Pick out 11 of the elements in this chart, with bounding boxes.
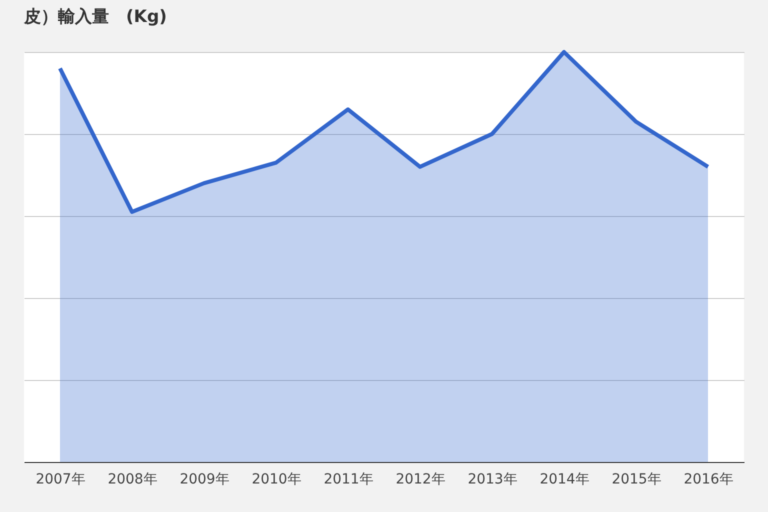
x-tick-label: 2009年 (180, 472, 230, 488)
x-tick-label: 2007年 (36, 472, 86, 488)
x-tick-label: 2010年 (252, 472, 302, 488)
chart-title: 皮）輸入量 (Kg) (23, 7, 167, 27)
x-tick-label: 2016年 (684, 472, 734, 488)
x-tick-label: 2012年 (396, 472, 446, 488)
x-tick-label: 2013年 (468, 472, 518, 488)
x-tick-label: 2011年 (324, 472, 374, 488)
x-tick-label: 2008年 (108, 472, 158, 488)
x-tick-label: 2015年 (612, 472, 662, 488)
x-tick-label: 2014年 (540, 472, 590, 488)
